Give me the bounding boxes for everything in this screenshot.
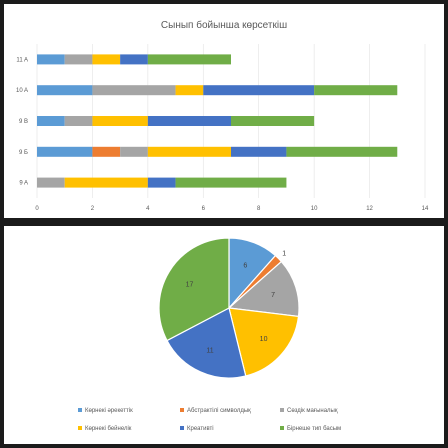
- category-label: 9 A: [19, 181, 28, 187]
- bar-chart: Сынып бойынша көрсеткіш 0 2 4 6 8 10 12 14 11 A 1…: [16, 19, 429, 212]
- legend-entry: Сөздік мағыналық: [287, 408, 338, 414]
- bar-segment: [147, 177, 176, 188]
- bar-segment: [37, 177, 65, 188]
- x-tick-label: 14: [422, 206, 429, 212]
- x-tick-label: 4: [146, 206, 150, 212]
- legend-swatch: [280, 426, 284, 430]
- slice-value-label: 17: [186, 282, 194, 289]
- bar-segment: [64, 177, 148, 188]
- bar-segment: [120, 54, 148, 65]
- x-tick-label: 10: [311, 206, 318, 212]
- category-label: 10 A: [16, 88, 28, 94]
- bar-segment: [147, 116, 231, 126]
- legend-swatch: [180, 426, 184, 430]
- legend-entry: Абстрактілі символдық: [187, 408, 251, 414]
- pie-chart-panel: 6 1 7 10 11 17 Көрнекі әрекеттік Абстрактілі си…: [4, 226, 444, 444]
- bar-segment: [37, 85, 93, 96]
- category-label: 11 A: [16, 57, 28, 63]
- bar-segment: [231, 146, 287, 157]
- bar-segment: [175, 85, 204, 96]
- slice-value-label: 11: [206, 348, 213, 355]
- bar-segment: [175, 177, 287, 188]
- legend-swatch: [78, 408, 82, 412]
- x-tick-label: 12: [366, 206, 373, 212]
- bar-segment: [37, 146, 93, 157]
- bar-segment: [147, 54, 231, 65]
- bar-segment: [64, 116, 93, 126]
- bar-segment: [231, 116, 315, 126]
- bar-segment: [120, 146, 148, 157]
- legend-entry: Көрнекі бейнелік: [85, 425, 132, 432]
- bar-segment: [203, 85, 315, 96]
- bar-chart-panel: Сынып бойынша көрсеткіш 0 2 4 6 8 10 12 14 11 A 1…: [4, 4, 444, 218]
- legend-swatch: [180, 408, 184, 412]
- bar-segment: [37, 116, 65, 126]
- x-tick-label: 2: [91, 206, 95, 212]
- bar-segment: [92, 116, 148, 126]
- bar-segment: [64, 54, 93, 65]
- legend-swatch: [78, 426, 82, 430]
- legend-entry: Бірнеше тип басым: [287, 426, 341, 432]
- category-label: 9 Б: [19, 150, 28, 156]
- x-tick-label: 8: [257, 206, 261, 212]
- legend-swatch: [280, 408, 284, 412]
- bar-segment: [92, 54, 121, 65]
- bar-segment: [286, 146, 398, 157]
- slice-value-label: 7: [271, 292, 275, 299]
- legend-entry: Креативті: [187, 426, 214, 432]
- bar-chart-title: Сынып бойынша көрсеткіш: [161, 19, 287, 31]
- x-tick-label: 0: [35, 206, 39, 212]
- slice-value-label: 1: [282, 250, 286, 257]
- pie-slice: [228, 307, 300, 377]
- pie-slice: [158, 237, 230, 342]
- bar-segment: [37, 54, 65, 65]
- bar-segment: [92, 146, 121, 157]
- x-tick-label: 6: [202, 206, 206, 212]
- bar-segment: [92, 85, 176, 96]
- bar-segment: [147, 146, 231, 157]
- pie-slice: [227, 260, 300, 318]
- slice-value-label: 6: [243, 262, 247, 269]
- pie-slice: [166, 307, 247, 379]
- category-label: 9 B: [19, 119, 28, 125]
- bar-segment: [314, 85, 398, 96]
- slice-value-label: 10: [260, 336, 268, 343]
- legend-entry: Көрнекі әрекеттік: [85, 408, 133, 414]
